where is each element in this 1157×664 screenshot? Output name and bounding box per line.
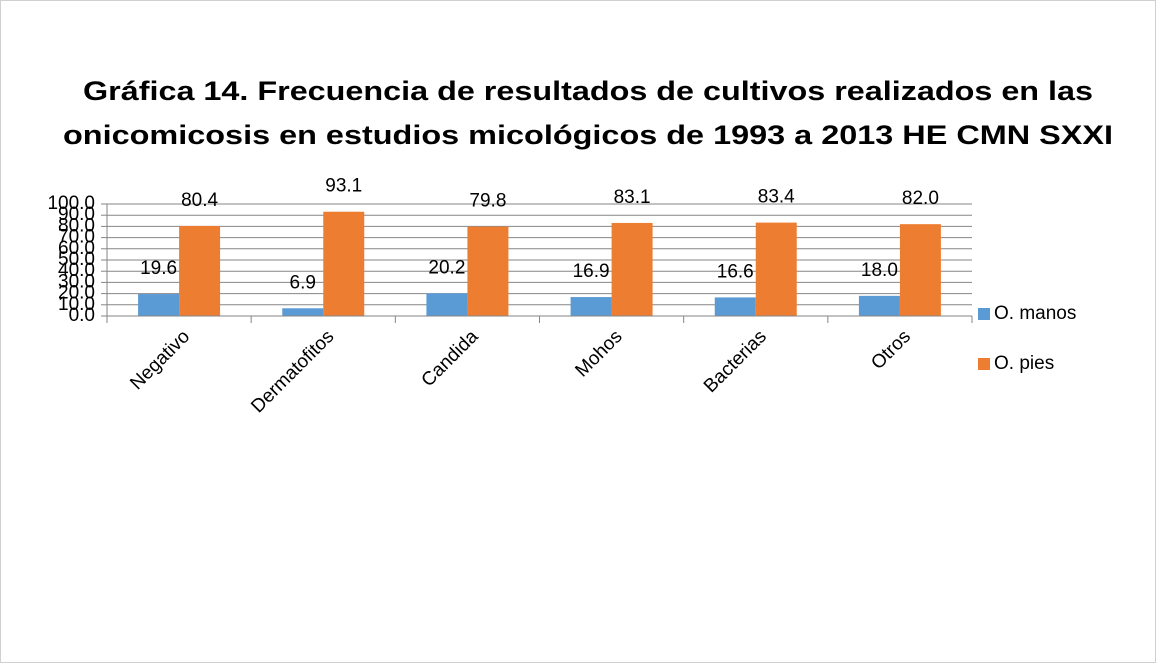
- data-label: 18.0: [861, 260, 898, 281]
- data-label: 80.4: [181, 190, 218, 211]
- bar: [899, 224, 941, 316]
- y-tick-label: 20.0: [58, 283, 95, 304]
- bar: [426, 293, 468, 316]
- data-label: 6.9: [290, 272, 316, 293]
- legend-label: O. pies: [994, 353, 1054, 374]
- bar: [570, 297, 612, 316]
- y-tick-label: 30.0: [58, 271, 95, 292]
- data-label: 20.2: [428, 257, 465, 278]
- chart-title: onicomicosis en estudios micológicos de …: [63, 120, 1113, 150]
- y-tick-label: 80.0: [58, 215, 95, 236]
- data-label: 82.0: [902, 188, 939, 209]
- data-label: 79.8: [469, 191, 506, 212]
- legend-label: O. manos: [994, 303, 1076, 324]
- data-label: 19.6: [140, 258, 177, 279]
- bar: [282, 308, 324, 316]
- y-tick-label: 10.0: [58, 294, 95, 315]
- bar: [714, 297, 756, 316]
- legend-swatch: [978, 308, 990, 320]
- y-tick-label: 0.0: [69, 305, 95, 326]
- y-tick-label: 70.0: [58, 227, 95, 248]
- bar: [611, 222, 653, 316]
- data-label: 16.6: [717, 261, 754, 282]
- legend-swatch: [978, 358, 990, 370]
- bar: [138, 294, 180, 316]
- y-tick-label: 100.0: [47, 193, 95, 214]
- chart-title: Gráfica 14. Frecuencia de resultados de …: [83, 76, 1093, 106]
- y-tick-label: 90.0: [58, 204, 95, 225]
- bar: [858, 295, 900, 316]
- data-label: 93.1: [325, 176, 362, 197]
- bar: [179, 225, 221, 316]
- bar: [467, 226, 509, 316]
- y-tick-label: 50.0: [58, 249, 95, 270]
- data-label: 83.1: [614, 187, 651, 208]
- data-label: 83.4: [758, 187, 795, 208]
- bar: [323, 211, 365, 316]
- y-tick-label: 40.0: [58, 260, 95, 281]
- bar: [755, 222, 797, 316]
- data-label: 16.9: [573, 261, 610, 282]
- y-tick-label: 60.0: [58, 238, 95, 259]
